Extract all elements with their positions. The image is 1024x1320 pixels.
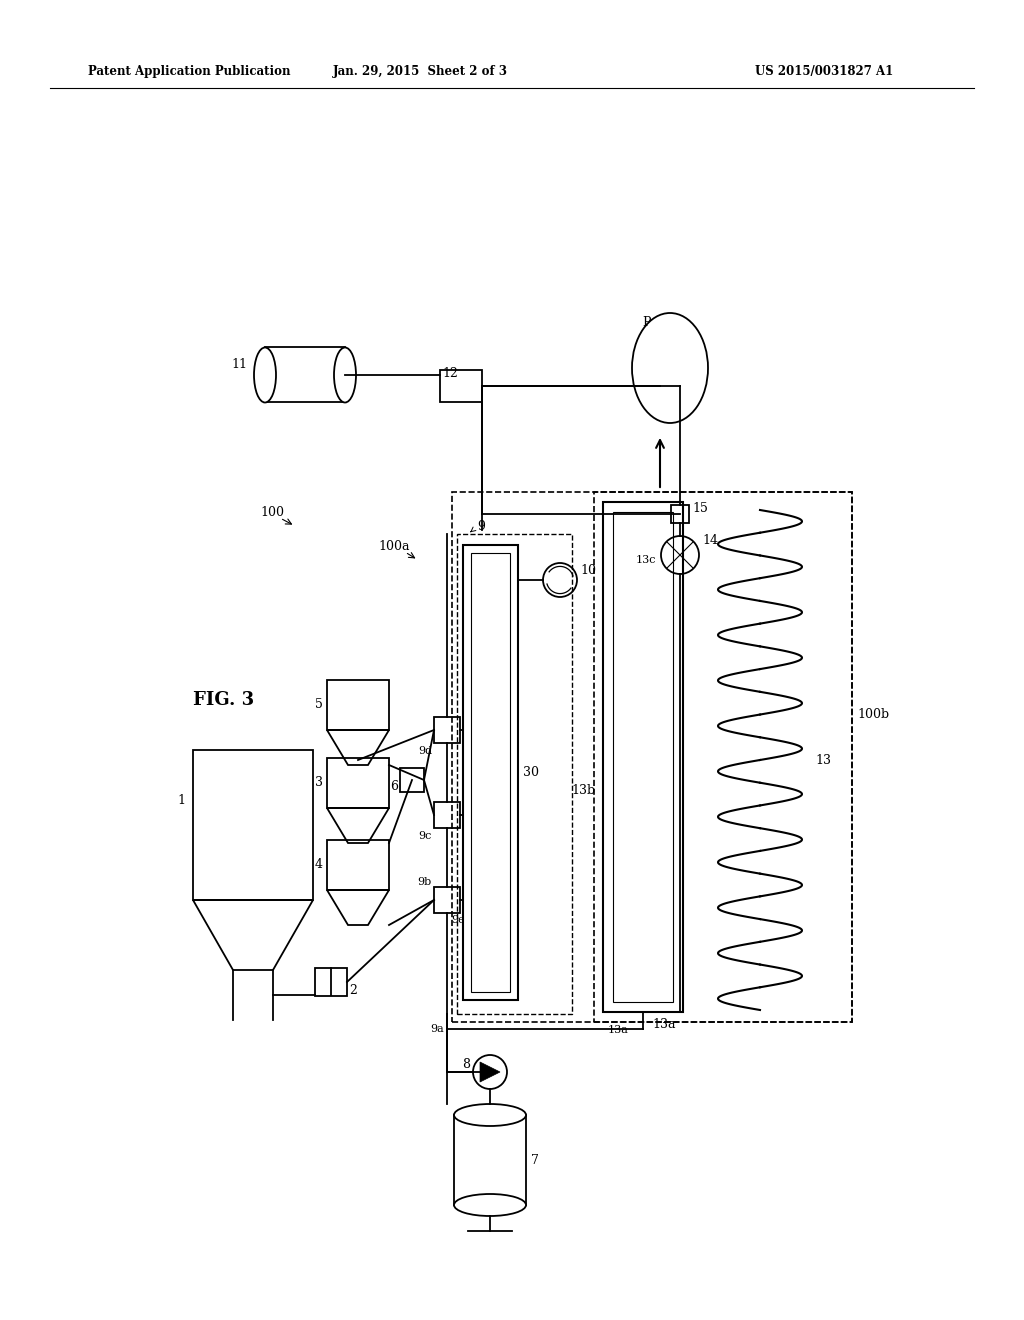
Bar (594, 492, 852, 1022)
Text: 4: 4 (315, 858, 323, 871)
Text: 100: 100 (260, 506, 284, 519)
Text: 9: 9 (477, 520, 485, 532)
Ellipse shape (454, 1104, 526, 1126)
Bar (471, 553, 510, 993)
Bar (457, 535, 572, 1014)
Text: 9b: 9b (418, 876, 432, 887)
Bar (327, 680, 389, 730)
Bar (454, 1115, 526, 1205)
Ellipse shape (254, 347, 276, 403)
Text: FIG. 3: FIG. 3 (193, 690, 254, 709)
Bar (265, 347, 345, 403)
Bar (400, 768, 424, 792)
Text: 12: 12 (442, 367, 458, 380)
Text: 8: 8 (462, 1057, 470, 1071)
Text: 100b: 100b (857, 709, 889, 722)
Bar (671, 506, 689, 523)
Text: 13: 13 (815, 754, 831, 767)
Text: 6: 6 (390, 780, 398, 792)
Text: P: P (642, 317, 650, 330)
Text: 13a: 13a (652, 1018, 676, 1031)
Text: 1: 1 (177, 793, 185, 807)
Bar (434, 717, 460, 743)
Polygon shape (480, 1063, 500, 1082)
Text: 9e: 9e (451, 915, 465, 925)
Text: 13a: 13a (608, 1026, 629, 1035)
Text: 9a: 9a (430, 1024, 444, 1034)
Text: 9c: 9c (419, 832, 432, 841)
Text: 11: 11 (231, 359, 247, 371)
Text: 14: 14 (702, 533, 718, 546)
Bar (613, 512, 673, 1002)
Text: 10: 10 (580, 564, 596, 577)
Text: 7: 7 (531, 1154, 539, 1167)
Bar (193, 750, 313, 900)
Bar (327, 840, 389, 890)
Ellipse shape (334, 347, 356, 403)
Bar (434, 887, 460, 913)
Bar (603, 502, 683, 1012)
Text: 15: 15 (692, 503, 708, 516)
Text: 13c: 13c (636, 554, 656, 565)
Text: US 2015/0031827 A1: US 2015/0031827 A1 (755, 66, 893, 78)
Bar (440, 370, 482, 403)
Text: 3: 3 (315, 776, 323, 789)
Text: 13b: 13b (571, 784, 596, 796)
Bar (315, 968, 347, 997)
Text: 100a: 100a (378, 540, 410, 553)
Ellipse shape (454, 1195, 526, 1216)
Text: 30: 30 (523, 766, 539, 779)
Text: 2: 2 (349, 983, 357, 997)
Text: 9d: 9d (418, 746, 432, 756)
Bar (434, 803, 460, 828)
Text: 5: 5 (315, 698, 323, 711)
Text: Jan. 29, 2015  Sheet 2 of 3: Jan. 29, 2015 Sheet 2 of 3 (333, 66, 508, 78)
Bar (452, 492, 852, 1022)
Bar (327, 758, 389, 808)
Bar (463, 545, 518, 1001)
Text: Patent Application Publication: Patent Application Publication (88, 66, 291, 78)
